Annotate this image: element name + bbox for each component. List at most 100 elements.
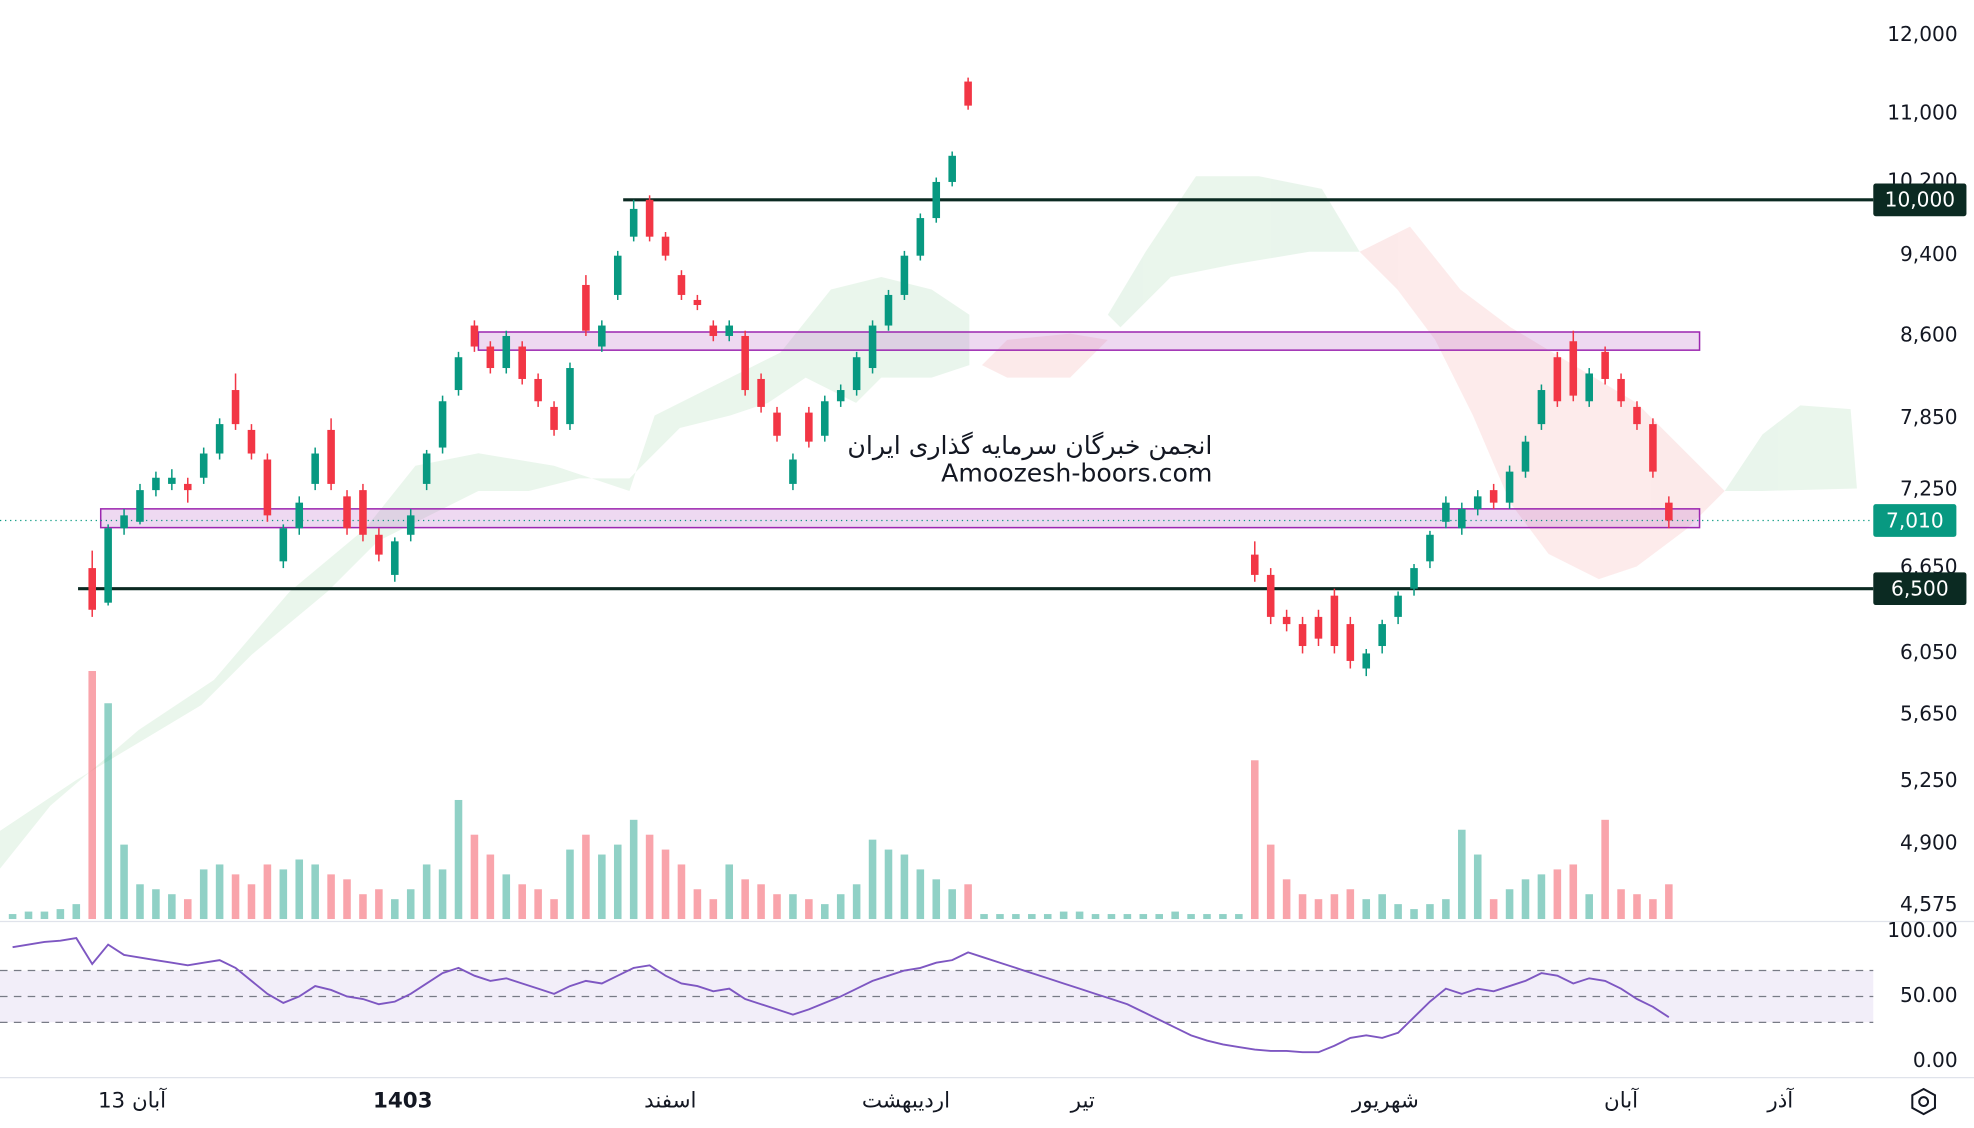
volume-bar — [470, 834, 479, 920]
volume-bar — [438, 869, 447, 920]
candle-body — [534, 378, 542, 402]
candle-body — [550, 406, 558, 430]
candle-body — [199, 453, 208, 478]
volume-bar — [199, 869, 208, 920]
volume-bar — [1298, 894, 1307, 920]
candle-body — [1665, 502, 1673, 521]
volume-bar — [1139, 914, 1148, 920]
volume-bar — [247, 884, 256, 920]
volume-bar — [1473, 854, 1482, 920]
candle-body — [438, 401, 447, 448]
volume-bar — [1091, 914, 1100, 920]
candle-body — [709, 325, 718, 336]
volume-bar — [422, 864, 431, 920]
volume-bar — [295, 859, 304, 920]
volume-bar — [391, 899, 399, 920]
volume-bar — [375, 889, 383, 920]
volume-bar — [518, 884, 526, 920]
y-tick-label: 5,250 — [1900, 768, 1958, 792]
y-tick-label: 12,000 — [1887, 22, 1957, 46]
volume-bar — [1043, 914, 1052, 920]
x-tick-label: اسفند — [644, 1089, 696, 1114]
volume-bar — [1012, 914, 1020, 920]
y-tick-label: 8,600 — [1900, 322, 1958, 346]
volume-bar — [629, 819, 638, 920]
candle-body — [1569, 341, 1578, 396]
volume-bar — [152, 889, 160, 920]
volume-bar — [1569, 864, 1578, 920]
candle-body — [852, 357, 861, 391]
candle-body — [1521, 441, 1530, 472]
candle-body — [88, 568, 96, 610]
candle-body — [231, 390, 240, 425]
y-tick-label: 7,850 — [1900, 405, 1958, 429]
volume-bar — [183, 899, 192, 920]
volume-bar — [757, 884, 765, 920]
volume-bar — [1075, 911, 1084, 920]
candle-body — [805, 412, 813, 442]
candle-body — [454, 357, 463, 391]
candle-body — [1362, 653, 1371, 669]
candle-body — [518, 346, 526, 379]
volume-bar — [1442, 899, 1450, 920]
volume-bar — [1330, 894, 1339, 920]
candle-body — [645, 199, 654, 237]
level-label: 10,000 — [1885, 188, 1955, 212]
volume-bar — [566, 849, 574, 920]
candle-body — [375, 534, 383, 555]
settings-icon[interactable] — [1911, 1087, 1936, 1116]
volume-bar — [1028, 914, 1036, 920]
volume-bar — [582, 834, 590, 920]
y-tick-label: 6,050 — [1900, 640, 1958, 664]
y-tick-label: 9,400 — [1900, 242, 1958, 266]
candle-body — [582, 284, 590, 331]
volume-bar — [948, 889, 956, 920]
volume-bar — [215, 864, 224, 920]
volume-bar — [1601, 819, 1609, 920]
volume-bar — [932, 879, 941, 920]
volume-bar — [502, 874, 511, 920]
volume-bar — [1362, 899, 1371, 920]
candle-body — [104, 528, 112, 603]
rsi-tick-label: 100.00 — [1887, 918, 1957, 942]
candle-body — [789, 459, 797, 484]
candle-body — [295, 502, 304, 529]
candle-body — [1537, 390, 1546, 425]
candle-body — [1617, 378, 1625, 402]
volume-bar — [120, 844, 128, 920]
volume-bar — [1171, 911, 1179, 920]
volume-bar — [805, 899, 813, 920]
volume-bar — [1107, 914, 1116, 920]
candle-body — [1489, 490, 1498, 503]
candle-body — [1505, 471, 1514, 503]
volume-bar — [1235, 914, 1243, 920]
volume-bar — [1346, 889, 1355, 920]
candle-body — [566, 368, 574, 425]
y-tick-label: 4,900 — [1900, 830, 1958, 854]
watermark: انجمن خبرگان سرمایه گذاری ایران — [847, 431, 1212, 461]
candle-body — [1458, 508, 1466, 529]
candle-body — [613, 255, 622, 295]
volume-bar — [1059, 911, 1068, 920]
volume-bar — [534, 889, 542, 920]
candle-body — [1473, 496, 1482, 509]
volume-bar — [741, 879, 749, 920]
candle-body — [1378, 624, 1386, 647]
volume-bar — [1314, 899, 1323, 920]
candle-body — [1330, 595, 1339, 647]
candle-body — [884, 294, 893, 326]
volume-bar — [454, 799, 463, 920]
y-tick-label: 11,000 — [1887, 100, 1957, 124]
volume-bar — [1155, 914, 1163, 920]
volume-bar — [916, 869, 925, 920]
volume-bar — [661, 849, 670, 920]
candle-body — [263, 459, 272, 516]
level-label: 6,500 — [1891, 576, 1949, 600]
candle-body — [757, 378, 765, 407]
candle-body — [868, 325, 877, 369]
candle-body — [1394, 595, 1402, 617]
candle-body — [486, 346, 495, 369]
last-price-label: 7,010 — [1886, 508, 1944, 532]
x-tick-label: تیر — [1070, 1089, 1095, 1114]
